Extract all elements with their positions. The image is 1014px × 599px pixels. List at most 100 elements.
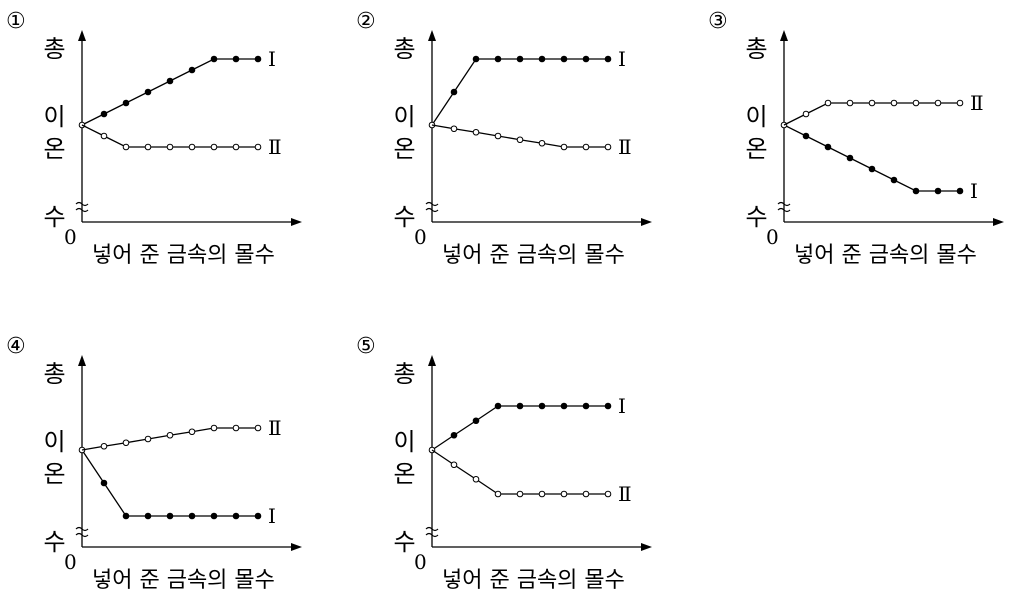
data-point [144, 143, 152, 151]
series-label: Ⅰ [268, 47, 276, 71]
data-point [868, 99, 876, 107]
data-point [802, 110, 810, 118]
axis-break [425, 526, 439, 538]
data-point [846, 154, 854, 162]
data-point [100, 132, 108, 140]
data-point [166, 77, 174, 85]
x-axis-label: 넣어 준 금속의 몰수 [92, 568, 275, 593]
data-point [232, 424, 240, 432]
x-axis-label: 넣어 준 금속의 몰수 [794, 243, 977, 268]
data-point [494, 132, 502, 140]
data-point [824, 99, 832, 107]
axis-break [75, 526, 89, 538]
x-arrow [291, 218, 302, 226]
series-label: Ⅰ [268, 504, 276, 528]
origin-label: 0 [414, 550, 427, 574]
data-point [210, 143, 218, 151]
series-label: Ⅱ [618, 135, 632, 159]
y-arrow [78, 355, 86, 366]
axis-break [777, 201, 791, 213]
panel-label: ⑤ [356, 334, 376, 359]
data-point [232, 512, 240, 520]
data-point [890, 99, 898, 107]
data-point [450, 88, 458, 96]
data-point [868, 165, 876, 173]
series-label: Ⅱ [618, 482, 632, 506]
y-arrow [780, 30, 788, 41]
data-point [210, 55, 218, 63]
origin-label: 0 [414, 225, 427, 249]
data-point [450, 431, 458, 439]
data-point [912, 187, 920, 195]
data-point [494, 402, 502, 410]
data-point [560, 402, 568, 410]
series-label: Ⅱ [268, 416, 282, 440]
data-point [188, 66, 196, 74]
data-point [604, 402, 612, 410]
data-point [210, 424, 218, 432]
data-point [450, 461, 458, 469]
data-point [188, 143, 196, 151]
data-point [188, 512, 196, 520]
data-point [538, 139, 546, 147]
series-label: Ⅱ [970, 91, 984, 115]
data-point [582, 490, 590, 498]
x-arrow [641, 218, 652, 226]
y-axis-label: 총 이온 수 [38, 361, 66, 561]
data-point [472, 417, 480, 425]
series-label: Ⅰ [618, 394, 626, 418]
data-point [956, 99, 964, 107]
series-line [431, 58, 608, 126]
series-line [431, 449, 608, 495]
chart-panel: ③ 총 이온 수0 넣어 준 금속의 몰수 Ⅰ Ⅱ [708, 9, 1004, 268]
data-point [516, 490, 524, 498]
data-point [166, 143, 174, 151]
data-point [494, 490, 502, 498]
data-point [188, 428, 196, 436]
data-point [604, 490, 612, 498]
data-point [934, 99, 942, 107]
data-point [604, 143, 612, 151]
data-point [122, 512, 130, 520]
data-point [912, 99, 920, 107]
axis-break [425, 201, 439, 213]
y-arrow [78, 30, 86, 41]
data-point [560, 143, 568, 151]
data-point [100, 442, 108, 450]
x-axis-label: 넣어 준 금속의 몰수 [442, 243, 625, 268]
data-point [582, 143, 590, 151]
series-label: Ⅰ [618, 47, 626, 71]
data-point [254, 424, 262, 432]
origin-label: 0 [766, 225, 779, 249]
data-point [254, 512, 262, 520]
y-axis-label: 총 이온 수 [388, 36, 416, 236]
data-point [516, 402, 524, 410]
data-point [538, 402, 546, 410]
series-label: Ⅱ [268, 135, 282, 159]
chart-panel: ④ 총 이온 수0 넣어 준 금속의 몰수 Ⅰ Ⅱ [6, 334, 302, 593]
data-point [472, 55, 480, 63]
data-point [560, 55, 568, 63]
data-point [582, 55, 590, 63]
data-point [472, 475, 480, 483]
chart-panel: ① 총 이온 수0 넣어 준 금속의 몰수 Ⅰ Ⅱ [6, 9, 302, 268]
panel-label: ② [356, 9, 376, 34]
panel-label: ③ [708, 9, 728, 34]
data-point [516, 136, 524, 144]
origin-label: 0 [64, 225, 77, 249]
data-point [144, 88, 152, 96]
y-arrow [428, 355, 436, 366]
y-axis-label: 총 이온 수 [388, 361, 416, 561]
data-point [604, 55, 612, 63]
chart-panel: ⑤ 총 이온 수0 넣어 준 금속의 몰수 Ⅰ Ⅱ [356, 334, 652, 593]
data-point [538, 55, 546, 63]
x-axis-label: 넣어 준 금속의 몰수 [442, 568, 625, 593]
data-point [166, 431, 174, 439]
series-line [81, 427, 258, 451]
series-line [431, 405, 608, 451]
series-line [81, 449, 258, 517]
data-point [472, 128, 480, 136]
data-point [538, 490, 546, 498]
data-point [846, 99, 854, 107]
